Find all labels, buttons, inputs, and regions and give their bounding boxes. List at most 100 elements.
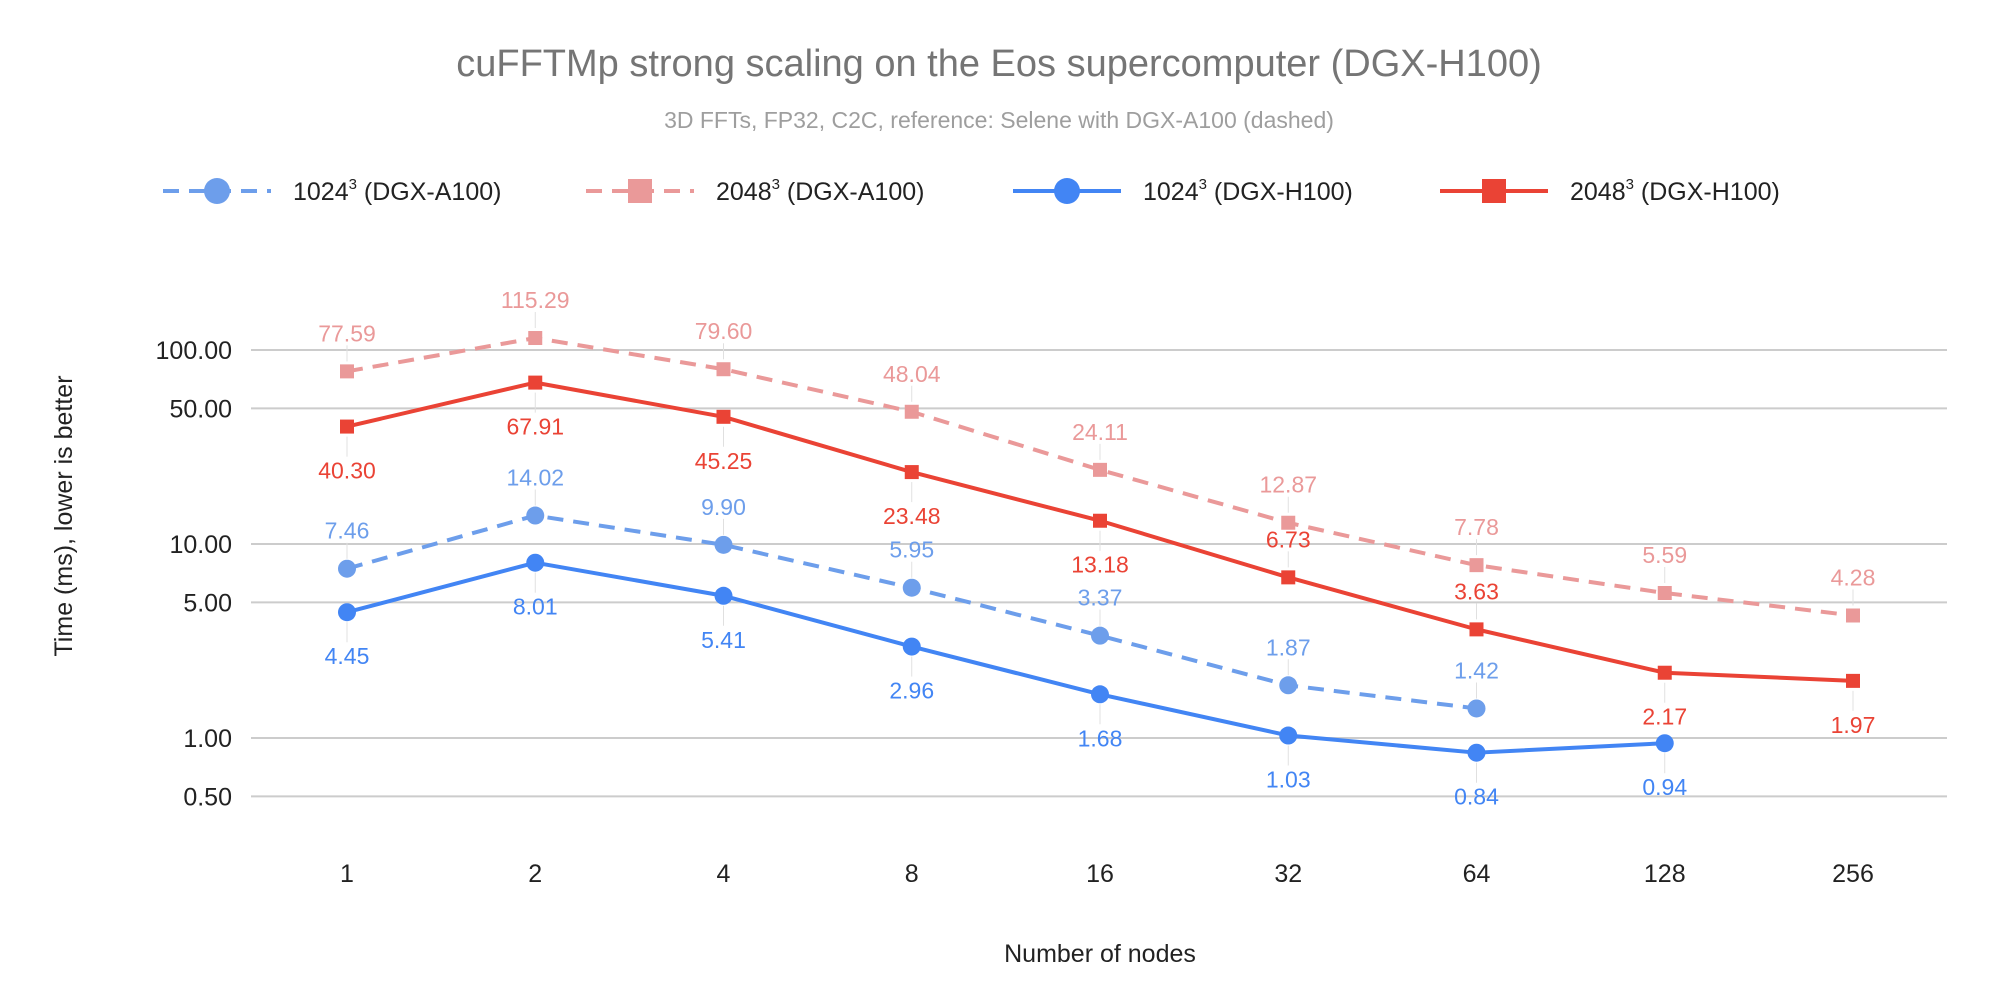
y-tick-label: 1.00 — [183, 725, 232, 753]
series-2 — [338, 553, 1674, 762]
data-point — [1091, 685, 1109, 704]
data-point — [1467, 699, 1486, 718]
data-label: 1.42 — [1454, 657, 1499, 683]
y-tick-label: 50.00 — [169, 395, 232, 423]
y-axis-ticks: 0.50 1.00 5.00 10.00 50.00 100.00 — [156, 337, 232, 811]
data-label: 5.95 — [889, 537, 934, 563]
series-3 — [340, 375, 1860, 688]
data-label: 7.46 — [325, 518, 370, 544]
data-point — [716, 362, 731, 377]
x-axis-title: Number of nodes — [1004, 940, 1196, 968]
data-label: 0.94 — [1642, 774, 1687, 800]
x-tick-label: 64 — [1463, 860, 1491, 888]
data-point — [1093, 462, 1107, 477]
y-axis-title: Time (ms), lower is better — [50, 375, 78, 656]
data-label: 23.48 — [883, 503, 941, 529]
data-point — [1657, 665, 1672, 680]
data-label: 12.87 — [1259, 472, 1317, 498]
data-label: 24.11 — [1072, 419, 1128, 445]
data-point — [1469, 622, 1484, 637]
legend: 10243 (DGX-A100) 20483 (DGX-A100) 10243 (D… — [163, 176, 1780, 206]
data-point — [1093, 513, 1107, 528]
legend-marker-circle — [1054, 178, 1080, 204]
data-label: 5.41 — [701, 627, 746, 653]
data-label: 45.25 — [695, 448, 753, 474]
data-label: 67.91 — [506, 414, 564, 440]
series-line — [346, 560, 1665, 755]
legend-item-0: 10243 (DGX-A100) — [163, 176, 501, 206]
data-label: 8.01 — [513, 594, 558, 620]
x-tick-label: 16 — [1086, 860, 1114, 888]
legend-item-2: 10243 (DGX-H100) — [1013, 176, 1353, 206]
data-point — [1279, 726, 1298, 745]
data-point — [338, 559, 356, 578]
data-label: 6.73 — [1266, 526, 1311, 552]
gridlines — [251, 349, 1947, 798]
x-tick-label: 32 — [1274, 860, 1302, 888]
data-label: 40.30 — [318, 458, 376, 484]
data-label: 1.87 — [1266, 634, 1311, 660]
data-point — [338, 603, 356, 622]
label-leader-lines — [346, 312, 1854, 783]
data-point — [714, 535, 733, 554]
data-point — [716, 409, 731, 424]
legend-label: 20483 (DGX-A100) — [716, 176, 924, 206]
data-point — [1469, 558, 1484, 573]
legend-label: 10243 (DGX-A100) — [293, 176, 501, 206]
data-point — [902, 578, 921, 597]
data-label: 48.04 — [883, 361, 941, 387]
legend-label: 20483 (DGX-H100) — [1570, 176, 1780, 206]
data-label: 13.18 — [1071, 552, 1129, 578]
x-tick-label: 8 — [905, 860, 919, 888]
data-label: 3.37 — [1078, 585, 1123, 611]
data-label: 9.90 — [701, 494, 746, 520]
data-label: 1.68 — [1078, 725, 1123, 751]
legend-marker-square — [628, 179, 652, 203]
x-axis-ticks: 1 2 4 8 16 32 64 128 256 — [340, 860, 1874, 888]
x-tick-label: 128 — [1644, 860, 1686, 888]
data-label: 1.03 — [1266, 767, 1311, 793]
data-point — [528, 331, 543, 346]
data-point — [1281, 570, 1296, 585]
x-tick-label: 4 — [717, 860, 731, 888]
series-1 — [340, 331, 1860, 623]
data-point — [1846, 608, 1860, 623]
legend-marker-square — [1482, 179, 1506, 203]
data-label: 115.29 — [501, 287, 570, 313]
data-point — [1279, 676, 1298, 695]
x-tick-label: 2 — [528, 860, 542, 888]
y-tick-label: 100.00 — [156, 337, 232, 365]
data-point — [1657, 586, 1672, 601]
legend-label: 10243 (DGX-H100) — [1143, 176, 1353, 206]
data-point — [1655, 734, 1674, 753]
data-point — [1281, 515, 1296, 530]
data-point — [902, 637, 921, 656]
data-point — [904, 465, 919, 480]
data-point — [340, 419, 354, 434]
data-label: 0.84 — [1454, 784, 1499, 810]
data-label: 14.02 — [506, 465, 564, 491]
data-label: 5.59 — [1642, 542, 1687, 568]
data-label: 2.17 — [1642, 704, 1687, 730]
data-point — [526, 506, 545, 525]
x-tick-label: 1 — [340, 860, 354, 888]
data-label: 77.59 — [318, 320, 376, 346]
data-point — [528, 375, 543, 390]
data-point — [526, 553, 545, 572]
y-tick-label: 10.00 — [169, 531, 232, 559]
data-point — [1091, 626, 1109, 645]
legend-item-3: 20483 (DGX-H100) — [1440, 176, 1780, 206]
data-point — [1846, 673, 1860, 688]
legend-item-1: 20483 (DGX-A100) — [586, 176, 924, 206]
chart-subtitle: 3D FFTs, FP32, C2C, reference: Selene wi… — [664, 107, 1334, 133]
data-point — [340, 364, 354, 379]
chart-title: cuFFTMp strong scaling on the Eos superc… — [456, 43, 1542, 85]
y-tick-label: 5.00 — [183, 589, 232, 617]
data-point — [1467, 743, 1486, 762]
data-label: 2.96 — [889, 678, 934, 704]
data-label: 4.45 — [325, 643, 370, 669]
data-label: 1.97 — [1831, 712, 1876, 738]
series-line — [346, 336, 1854, 618]
data-labels: 7.46 14.02 9.90 5.95 3.37 1.87 1.42 77.59 115.29… — [318, 287, 1875, 810]
